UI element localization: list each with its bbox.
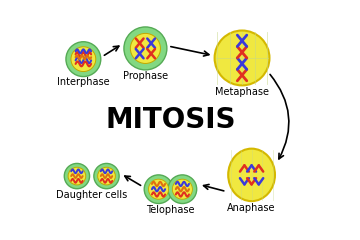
Text: Daughter cells: Daughter cells: [56, 190, 127, 200]
Circle shape: [124, 27, 167, 70]
Circle shape: [94, 163, 119, 189]
Text: MITOSIS: MITOSIS: [105, 106, 236, 134]
Circle shape: [215, 30, 270, 85]
Circle shape: [149, 179, 168, 199]
Circle shape: [172, 179, 192, 199]
Circle shape: [130, 33, 161, 63]
Text: Telophase: Telophase: [146, 205, 195, 215]
Text: Anaphase: Anaphase: [227, 203, 276, 213]
Circle shape: [64, 163, 90, 189]
Circle shape: [144, 175, 173, 204]
Text: Interphase: Interphase: [57, 77, 110, 87]
Circle shape: [71, 47, 96, 72]
Text: Prophase: Prophase: [123, 71, 168, 81]
Circle shape: [66, 42, 101, 77]
Text: Metaphase: Metaphase: [215, 87, 269, 96]
Circle shape: [168, 175, 197, 204]
Circle shape: [98, 167, 115, 185]
Ellipse shape: [228, 149, 275, 201]
Circle shape: [68, 167, 86, 185]
